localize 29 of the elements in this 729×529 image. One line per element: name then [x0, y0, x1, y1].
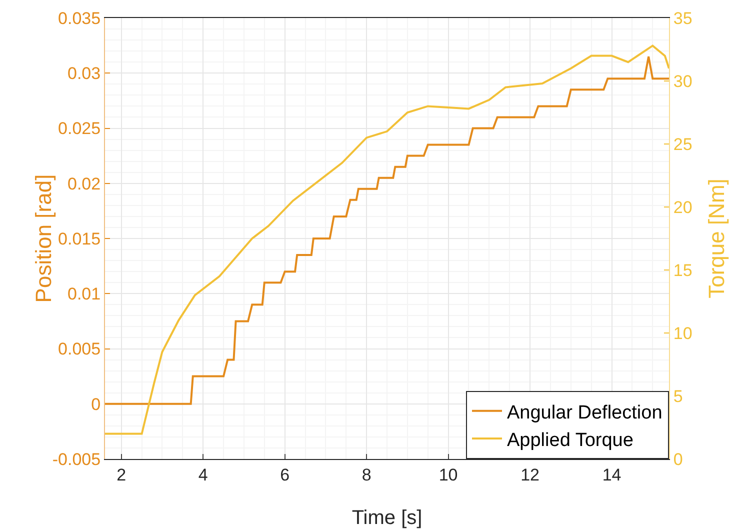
y-tick-label: 0.02: [68, 174, 101, 194]
y2-tick-label: 20: [673, 198, 692, 217]
x-tick-label: 6: [280, 465, 290, 484]
x-axis-title: Time [s]: [352, 507, 422, 529]
x-tick-label: 14: [602, 465, 622, 484]
y-tick-label: 0.005: [58, 340, 101, 359]
y2-tick-label: 5: [673, 386, 683, 406]
y2-tick-label: 30: [673, 72, 692, 91]
y2-tick-label: 0: [673, 450, 683, 469]
x-tick-label: 10: [438, 465, 458, 484]
y-tick-label: -0.005: [52, 450, 101, 469]
legend-label: Applied Torque: [507, 430, 634, 451]
y-tick-label: 0.035: [58, 8, 101, 28]
y-tick-label: 0.015: [58, 229, 101, 248]
legend-label: Angular Deflection: [507, 402, 662, 424]
y2-tick-label: 35: [673, 8, 692, 28]
y2-tick-label: 10: [673, 324, 692, 343]
y2-tick-label: 15: [673, 260, 692, 280]
x-tick-label: 4: [198, 465, 208, 484]
x-tick-label: 8: [362, 465, 372, 484]
y-tick-label: 0: [91, 394, 101, 414]
y-tick-label: 0.025: [58, 119, 101, 138]
y2-tick-label: 25: [673, 134, 692, 154]
y-tick-label: 0.03: [68, 64, 101, 84]
y-axis-title: Position [rad]: [31, 174, 56, 303]
x-tick-label: 2: [116, 465, 126, 484]
y-tick-label: 0.01: [68, 284, 101, 304]
y2-axis-title: Torque [Nm]: [704, 178, 729, 298]
x-tick-label: 12: [520, 465, 540, 484]
